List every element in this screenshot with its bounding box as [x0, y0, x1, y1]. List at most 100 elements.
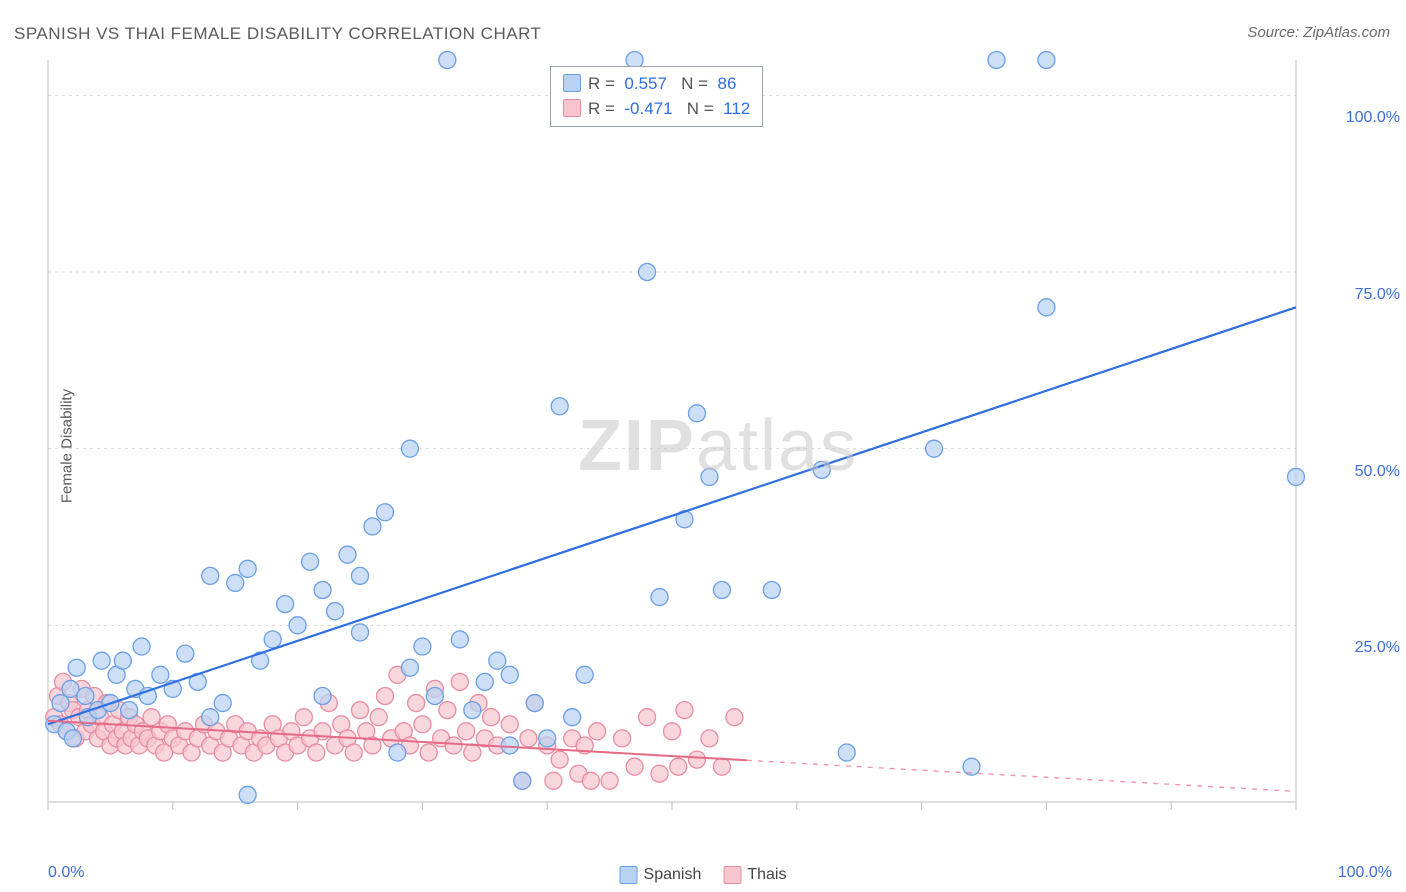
- point-spanish: [501, 666, 518, 683]
- point-spanish: [476, 673, 493, 690]
- legend-label-thais: Thais: [747, 866, 786, 884]
- point-spanish: [289, 617, 306, 634]
- point-thai: [352, 702, 369, 719]
- legend-item-spanish: Spanish: [620, 866, 702, 884]
- point-spanish: [64, 730, 81, 747]
- point-spanish: [838, 744, 855, 761]
- point-spanish: [264, 631, 281, 648]
- point-thai: [439, 702, 456, 719]
- point-spanish: [376, 504, 393, 521]
- source-prefix: Source:: [1247, 24, 1303, 41]
- point-thai: [295, 709, 312, 726]
- point-thai: [670, 758, 687, 775]
- point-spanish: [364, 518, 381, 535]
- point-spanish: [114, 652, 131, 669]
- y-tick-label: 75.0%: [1355, 286, 1400, 304]
- point-spanish: [401, 440, 418, 457]
- legend-swatch-spanish: [620, 866, 638, 884]
- point-spanish: [121, 702, 138, 719]
- point-thai: [614, 730, 631, 747]
- point-thai: [483, 709, 500, 726]
- point-spanish: [439, 52, 456, 69]
- point-thai: [688, 751, 705, 768]
- point-thai: [376, 688, 393, 705]
- point-spanish: [688, 405, 705, 422]
- point-spanish: [177, 645, 194, 662]
- point-spanish: [1288, 468, 1305, 485]
- legend: Spanish Thais: [620, 866, 787, 884]
- point-spanish: [564, 709, 581, 726]
- point-thai: [420, 744, 437, 761]
- point-spanish: [227, 574, 244, 591]
- point-thai: [726, 709, 743, 726]
- point-thai: [651, 765, 668, 782]
- point-thai: [664, 723, 681, 740]
- point-spanish: [988, 52, 1005, 69]
- point-thai: [308, 744, 325, 761]
- y-tick-label: 50.0%: [1355, 463, 1400, 481]
- point-thai: [414, 716, 431, 733]
- point-spanish: [239, 560, 256, 577]
- point-spanish: [763, 582, 780, 599]
- x-axis-max-label: 100.0%: [1338, 864, 1392, 882]
- point-thai: [458, 723, 475, 740]
- point-spanish: [1038, 52, 1055, 69]
- correlation-stats-box: R = 0.557 N = 86R = -0.471 N = 112: [550, 66, 763, 127]
- chart-container: { "title": "SPANISH VS THAI FEMALE DISAB…: [0, 0, 1406, 892]
- point-spanish: [514, 772, 531, 789]
- point-spanish: [314, 688, 331, 705]
- point-spanish: [133, 638, 150, 655]
- point-thai: [713, 758, 730, 775]
- point-spanish: [926, 440, 943, 457]
- source-attribution: Source: ZipAtlas.com: [1247, 24, 1390, 41]
- point-thai: [464, 744, 481, 761]
- point-thai: [701, 730, 718, 747]
- point-thai: [520, 730, 537, 747]
- point-spanish: [451, 631, 468, 648]
- point-thai: [545, 772, 562, 789]
- point-spanish: [489, 652, 506, 669]
- point-spanish: [464, 702, 481, 719]
- point-spanish: [551, 398, 568, 415]
- point-spanish: [426, 688, 443, 705]
- scatter-chart-svg: [48, 60, 1388, 840]
- point-spanish: [539, 730, 556, 747]
- point-spanish: [93, 652, 110, 669]
- point-spanish: [302, 553, 319, 570]
- point-thai: [601, 772, 618, 789]
- point-thai: [445, 737, 462, 754]
- point-spanish: [526, 695, 543, 712]
- point-thai: [626, 758, 643, 775]
- point-spanish: [277, 596, 294, 613]
- stats-row: R = 0.557 N = 86: [563, 72, 750, 97]
- point-spanish: [77, 688, 94, 705]
- point-spanish: [202, 567, 219, 584]
- point-spanish: [202, 709, 219, 726]
- point-spanish: [352, 567, 369, 584]
- point-thai: [551, 751, 568, 768]
- point-spanish: [239, 786, 256, 803]
- point-thai: [370, 709, 387, 726]
- point-spanish: [576, 666, 593, 683]
- point-spanish: [639, 264, 656, 281]
- point-spanish: [389, 744, 406, 761]
- point-spanish: [701, 468, 718, 485]
- point-spanish: [401, 659, 418, 676]
- stats-row: R = -0.471 N = 112: [563, 97, 750, 122]
- point-spanish: [152, 666, 169, 683]
- point-spanish: [314, 582, 331, 599]
- point-spanish: [713, 582, 730, 599]
- x-axis-min-label: 0.0%: [48, 864, 84, 882]
- point-thai: [582, 772, 599, 789]
- point-thai: [639, 709, 656, 726]
- legend-label-spanish: Spanish: [644, 866, 702, 884]
- legend-swatch-thais: [723, 866, 741, 884]
- point-spanish: [327, 603, 344, 620]
- legend-item-thais: Thais: [723, 866, 786, 884]
- point-spanish: [214, 695, 231, 712]
- y-tick-label: 100.0%: [1346, 109, 1400, 127]
- point-spanish: [651, 589, 668, 606]
- point-thai: [408, 695, 425, 712]
- point-spanish: [501, 737, 518, 754]
- source-link[interactable]: ZipAtlas.com: [1303, 24, 1390, 41]
